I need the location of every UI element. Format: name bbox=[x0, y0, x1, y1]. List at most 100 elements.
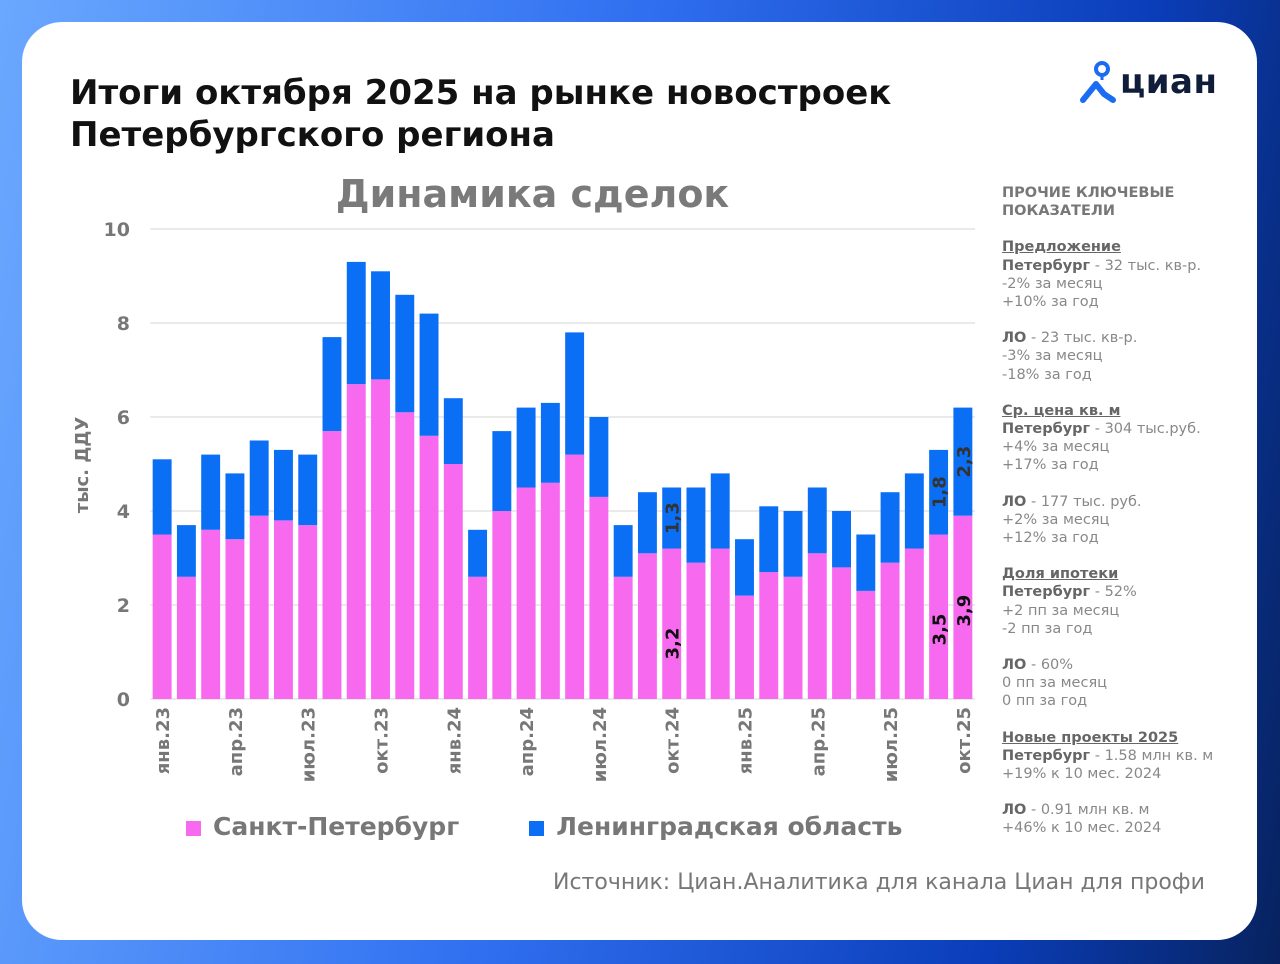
bar-spb bbox=[832, 567, 852, 699]
indicator-value: - 52% bbox=[1090, 584, 1137, 601]
indicator-change: -3% за месяц bbox=[1002, 348, 1103, 365]
indicator-change: +12% за год bbox=[1002, 530, 1099, 547]
page-title: Итоги октября 2025 на рынке новостроек Пе… bbox=[70, 72, 891, 156]
section-title: Доля ипотеки bbox=[1002, 566, 1119, 583]
indicator-change: +10% за год bbox=[1002, 294, 1099, 311]
bar-lo bbox=[249, 440, 269, 516]
indicator-value: - 32 тыс. кв-р. bbox=[1090, 257, 1202, 274]
spacer bbox=[1002, 311, 1242, 329]
section-title: Ср. цена кв. м bbox=[1002, 402, 1121, 419]
data-label: 3,9 bbox=[954, 595, 975, 627]
legend-swatch-lo bbox=[529, 820, 545, 836]
bar-spb bbox=[759, 572, 779, 699]
indicator-change: +2% за месяц bbox=[1002, 511, 1110, 528]
bar-chart: 0 2 4 6 8 10 тыс. ДДУ янв.23 апр.23 июл.23 окт.23 я… bbox=[72, 219, 975, 782]
x-tick-label: апр.25 bbox=[808, 707, 829, 776]
key-indicators-panel: ПРОЧИЕ КЛЮЧЕВЫЕ ПОКАЗАТЕЛИ Предложение Пет… bbox=[1002, 184, 1242, 838]
y-tick-label: 4 bbox=[117, 501, 130, 523]
indicator-change: +19% к 10 мес. 2024 bbox=[1002, 766, 1162, 783]
y-tick-label: 10 bbox=[104, 219, 130, 241]
region-label: Петербург bbox=[1002, 747, 1091, 764]
bar-spb bbox=[468, 576, 488, 699]
x-tick-label: апр.23 bbox=[226, 707, 247, 776]
bar-lo bbox=[783, 511, 803, 577]
bar-lo bbox=[807, 487, 827, 554]
panel-heading-line: ПРОЧИЕ КЛЮЧЕВЫЕ bbox=[1002, 185, 1175, 201]
bar-spb bbox=[176, 576, 196, 699]
bar-spb bbox=[225, 539, 245, 699]
bar-lo bbox=[686, 487, 706, 563]
bar-lo bbox=[904, 473, 924, 549]
bar-lo bbox=[856, 534, 876, 591]
bar-spb bbox=[662, 548, 682, 699]
indicator-change: 0 пп за год bbox=[1002, 693, 1088, 710]
title-line-2: Петербургского региона bbox=[70, 115, 555, 155]
indicator-line: ЛО - 0.91 млн кв. м bbox=[1002, 801, 1242, 819]
bar-lo bbox=[516, 407, 536, 488]
spacer bbox=[1002, 783, 1242, 801]
location-pin-icon bbox=[1080, 61, 1116, 103]
region-label: ЛО bbox=[1002, 493, 1027, 510]
bar-spb bbox=[492, 511, 512, 699]
bar-lo bbox=[832, 511, 852, 568]
bar-lo bbox=[953, 407, 973, 516]
panel-heading: ПРОЧИЕ КЛЮЧЕВЫЕ ПОКАЗАТЕЛИ bbox=[1002, 184, 1242, 220]
bar-spb bbox=[686, 562, 706, 699]
indicator-value: - 0.91 млн кв. м bbox=[1026, 802, 1150, 819]
legend-label: Санкт-Петербург bbox=[213, 812, 460, 841]
indicator-line: ЛО - 60% bbox=[1002, 656, 1242, 674]
region-label: Петербург bbox=[1002, 421, 1091, 438]
bar-spb bbox=[904, 548, 924, 699]
title-line-1: Итоги октября 2025 на рынке новостроек bbox=[70, 73, 892, 113]
bar-spb bbox=[710, 548, 730, 699]
y-tick-label: 8 bbox=[117, 313, 130, 335]
bar-lo bbox=[298, 454, 318, 526]
bar-spb bbox=[371, 379, 390, 699]
bar-spb bbox=[637, 553, 657, 699]
spacer bbox=[1002, 638, 1242, 656]
legend-label: Ленинградская область bbox=[556, 812, 903, 841]
indicator-change: +17% за год bbox=[1002, 457, 1099, 474]
spacer bbox=[1002, 384, 1242, 402]
region-label: ЛО bbox=[1002, 657, 1027, 674]
x-tick-label: янв.23 bbox=[153, 707, 174, 774]
indicator-value: - 177 тыс. руб. bbox=[1026, 493, 1142, 510]
y-tick-label: 6 bbox=[117, 407, 130, 429]
indicator-line: ЛО - 23 тыс. кв-р. bbox=[1002, 329, 1242, 347]
indicator-change: -2 пп за год bbox=[1002, 620, 1093, 637]
bar-lo bbox=[371, 271, 390, 380]
x-tick-label: окт.25 bbox=[954, 707, 975, 774]
bar-spb bbox=[880, 562, 900, 699]
bar-lo bbox=[662, 487, 682, 549]
spacer bbox=[1002, 220, 1242, 238]
bar-lo bbox=[492, 431, 512, 511]
bar-spb bbox=[346, 384, 366, 699]
bar-lo bbox=[565, 332, 585, 455]
bar-lo bbox=[880, 492, 900, 563]
region-label: ЛО bbox=[1002, 802, 1027, 819]
legend-swatch-spb bbox=[186, 820, 201, 836]
bar-spb bbox=[540, 482, 560, 699]
x-tick-label: янв.24 bbox=[444, 707, 465, 774]
bar-spb bbox=[953, 515, 973, 699]
bar-spb bbox=[152, 534, 172, 699]
bar-spb bbox=[807, 553, 827, 699]
bar-lo bbox=[443, 398, 463, 464]
data-label: 1,8 bbox=[930, 476, 951, 508]
bar-lo bbox=[346, 261, 366, 385]
bar-spb bbox=[249, 515, 269, 699]
x-tick-label: июл.24 bbox=[590, 707, 611, 782]
bar-lo bbox=[929, 449, 949, 535]
region-label: Петербург bbox=[1002, 584, 1091, 601]
bar-lo bbox=[395, 294, 415, 413]
x-tick-label: апр.24 bbox=[517, 707, 538, 776]
source-note: Источник: Циан.Аналитика для канала Циан… bbox=[553, 870, 1205, 895]
bar-spb bbox=[929, 534, 949, 699]
bar-spb bbox=[298, 525, 318, 699]
section-title: Предложение bbox=[1002, 239, 1121, 256]
legend-item-lo: Ленинградская область bbox=[529, 812, 902, 841]
bar-spb bbox=[783, 576, 803, 699]
indicator-change: +4% за месяц bbox=[1002, 439, 1110, 456]
bar-spb bbox=[856, 590, 876, 699]
y-tick-label: 2 bbox=[117, 595, 130, 617]
